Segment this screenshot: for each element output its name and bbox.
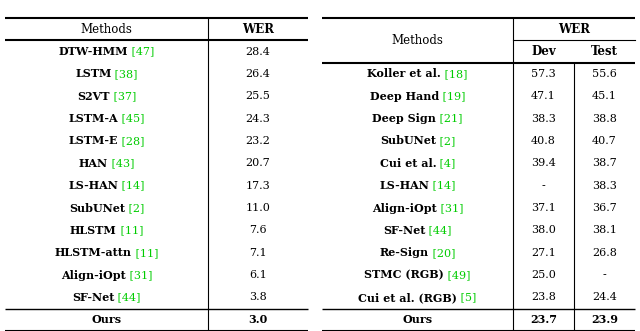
Text: [49]: [49] xyxy=(444,270,470,280)
Text: -: - xyxy=(603,270,606,280)
Text: Deep Sign: Deep Sign xyxy=(372,113,436,124)
Text: STMC (RGB): STMC (RGB) xyxy=(364,270,444,281)
Text: 23.8: 23.8 xyxy=(531,293,556,303)
Text: 40.8: 40.8 xyxy=(531,136,556,146)
Text: Re-Sign: Re-Sign xyxy=(380,247,429,258)
Text: [45]: [45] xyxy=(118,114,145,123)
Text: [44]: [44] xyxy=(115,293,141,303)
Text: [11]: [11] xyxy=(116,225,143,235)
Text: [14]: [14] xyxy=(118,181,145,191)
Text: [31]: [31] xyxy=(125,270,152,280)
Text: Align-iOpt: Align-iOpt xyxy=(61,270,125,281)
Text: SF-Net: SF-Net xyxy=(72,292,115,303)
Text: 3.0: 3.0 xyxy=(248,314,268,325)
Text: [19]: [19] xyxy=(439,91,465,101)
Text: LSTM-E: LSTM-E xyxy=(68,135,118,146)
Text: 3.8: 3.8 xyxy=(249,293,267,303)
Text: 24.4: 24.4 xyxy=(592,293,617,303)
Text: 26.4: 26.4 xyxy=(246,69,271,79)
Text: Cui et al. (RGB): Cui et al. (RGB) xyxy=(358,292,457,303)
Text: 55.6: 55.6 xyxy=(592,69,617,79)
Text: HLSTM: HLSTM xyxy=(70,225,116,236)
Text: 26.8: 26.8 xyxy=(592,248,617,258)
Text: [2]: [2] xyxy=(125,203,144,213)
Text: Cui et al.: Cui et al. xyxy=(380,158,436,169)
Text: [4]: [4] xyxy=(436,158,456,168)
Text: 24.3: 24.3 xyxy=(246,114,271,123)
Text: 57.3: 57.3 xyxy=(531,69,556,79)
Text: 27.1: 27.1 xyxy=(531,248,556,258)
Text: -: - xyxy=(541,181,545,191)
Text: HAN: HAN xyxy=(79,158,108,169)
Text: 25.5: 25.5 xyxy=(246,91,271,101)
Text: [18]: [18] xyxy=(441,69,468,79)
Text: [21]: [21] xyxy=(436,114,463,123)
Text: 11.0: 11.0 xyxy=(246,203,271,213)
Text: LSTM: LSTM xyxy=(75,69,111,79)
Text: [44]: [44] xyxy=(426,225,452,235)
Text: [14]: [14] xyxy=(429,181,456,191)
Text: Koller et al.: Koller et al. xyxy=(367,69,441,79)
Text: 47.1: 47.1 xyxy=(531,91,556,101)
Text: Test: Test xyxy=(591,45,618,58)
Text: S2VT: S2VT xyxy=(77,91,109,102)
Text: 38.3: 38.3 xyxy=(592,181,617,191)
Text: WER: WER xyxy=(558,23,590,36)
Text: 38.3: 38.3 xyxy=(531,114,556,123)
Text: Deep Hand: Deep Hand xyxy=(370,91,439,102)
Text: [43]: [43] xyxy=(108,158,134,168)
Text: SF-Net: SF-Net xyxy=(383,225,426,236)
Text: 17.3: 17.3 xyxy=(246,181,270,191)
Text: 38.8: 38.8 xyxy=(592,114,617,123)
Text: 28.4: 28.4 xyxy=(246,47,271,57)
Text: LSTM-A: LSTM-A xyxy=(68,113,118,124)
Text: 38.1: 38.1 xyxy=(592,225,617,235)
Text: LS-HAN: LS-HAN xyxy=(68,180,118,191)
Text: [28]: [28] xyxy=(118,136,145,146)
Text: 45.1: 45.1 xyxy=(592,91,617,101)
Text: 39.4: 39.4 xyxy=(531,158,556,168)
Text: Dev: Dev xyxy=(531,45,556,58)
Text: [31]: [31] xyxy=(436,203,463,213)
Text: Methods: Methods xyxy=(81,23,132,36)
Text: [20]: [20] xyxy=(429,248,455,258)
Text: Align-iOpt: Align-iOpt xyxy=(372,203,436,213)
Text: 7.6: 7.6 xyxy=(249,225,267,235)
Text: 40.7: 40.7 xyxy=(592,136,617,146)
Text: 36.7: 36.7 xyxy=(592,203,617,213)
Text: 23.2: 23.2 xyxy=(246,136,271,146)
Text: Ours: Ours xyxy=(403,314,433,325)
Text: SubUNet: SubUNet xyxy=(69,203,125,213)
Text: 23.7: 23.7 xyxy=(530,314,557,325)
Text: [5]: [5] xyxy=(457,293,477,303)
Text: SubUNet: SubUNet xyxy=(380,135,436,146)
Text: LS-HAN: LS-HAN xyxy=(380,180,429,191)
Text: 23.9: 23.9 xyxy=(591,314,618,325)
Text: DTW-HMM: DTW-HMM xyxy=(59,46,128,57)
Text: WER: WER xyxy=(242,23,274,36)
Text: 20.7: 20.7 xyxy=(246,158,270,168)
Text: HLSTM-attn: HLSTM-attn xyxy=(55,247,132,258)
Text: 38.0: 38.0 xyxy=(531,225,556,235)
Text: [47]: [47] xyxy=(128,47,154,57)
Text: 25.0: 25.0 xyxy=(531,270,556,280)
Text: 6.1: 6.1 xyxy=(249,270,267,280)
Text: [37]: [37] xyxy=(109,91,136,101)
Text: [2]: [2] xyxy=(436,136,455,146)
Text: 38.7: 38.7 xyxy=(592,158,617,168)
Text: [11]: [11] xyxy=(132,248,158,258)
Text: 7.1: 7.1 xyxy=(249,248,267,258)
Text: Ours: Ours xyxy=(92,314,122,325)
Text: [38]: [38] xyxy=(111,69,138,79)
Text: 37.1: 37.1 xyxy=(531,203,556,213)
Text: Methods: Methods xyxy=(392,34,444,47)
